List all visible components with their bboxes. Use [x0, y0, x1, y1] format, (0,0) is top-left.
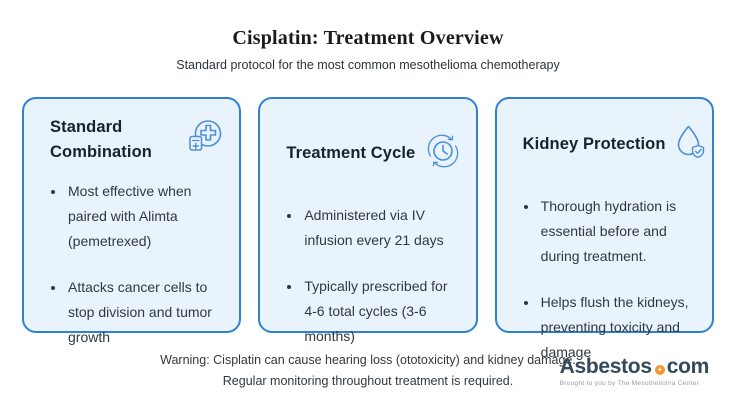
asbestos-logo: Asbestos + com Brought to you by The Mes…	[559, 355, 710, 388]
warning-text: Warning: Cisplatin can cause hearing los…	[160, 353, 576, 388]
cycle-clock-icon	[421, 131, 465, 176]
card-title: Kidney Protection	[522, 135, 666, 154]
cards-row: Standard Combination Most effective when…	[22, 97, 714, 360]
brand-text-first: Asbestos	[559, 355, 652, 378]
card-kidney-protection: Kidney Protection Thorough hydration is …	[494, 97, 714, 360]
card-bullet-list: Thorough hydration is essential before a…	[513, 194, 698, 365]
brand-text-last: com	[666, 355, 710, 378]
card-header: Treatment Cycle	[276, 131, 461, 176]
bullet-item: Helps flush the kidneys, preventing toxi…	[539, 290, 698, 365]
page-header: Cisplatin: Treatment Overview Standard p…	[0, 0, 736, 72]
card-header: Standard Combination	[40, 115, 225, 165]
card-header: Kidney Protection	[513, 122, 704, 167]
card-standard-combination: Standard Combination Most effective when…	[22, 97, 242, 345]
bullet-item: Thorough hydration is essential before a…	[539, 194, 698, 269]
card-title: Treatment Cycle	[286, 144, 416, 163]
brand-wordmark: Asbestos + com	[559, 355, 710, 378]
brand-plus-dot-icon: +	[654, 365, 665, 375]
footer: Warning: Cisplatin can cause hearing los…	[0, 350, 736, 392]
card-title: Standard Combination	[50, 118, 152, 161]
card-bullet-list: Most effective when paired with Alimta (…	[40, 179, 225, 350]
bullet-item: Attacks cancer cells to stop division an…	[66, 275, 225, 350]
bullet-item: Administered via IV infusion every 21 da…	[302, 203, 461, 253]
medical-plus-circle-icon	[183, 118, 225, 161]
page-title: Cisplatin: Treatment Overview	[232, 27, 504, 49]
bullet-item: Most effective when paired with Alimta (…	[66, 179, 225, 254]
bullet-item: Typically prescribed for 4-6 total cycle…	[302, 274, 461, 349]
card-treatment-cycle: Treatment Cycle Administered via IV infu…	[258, 97, 478, 344]
brand-tagline: Brought to you by The Mesothelioma Cente…	[559, 380, 700, 387]
card-bullet-list: Administered via IV infusion every 21 da…	[276, 203, 461, 349]
droplet-shield-icon	[672, 122, 708, 167]
page-subtitle: Standard protocol for the most common me…	[176, 58, 560, 72]
